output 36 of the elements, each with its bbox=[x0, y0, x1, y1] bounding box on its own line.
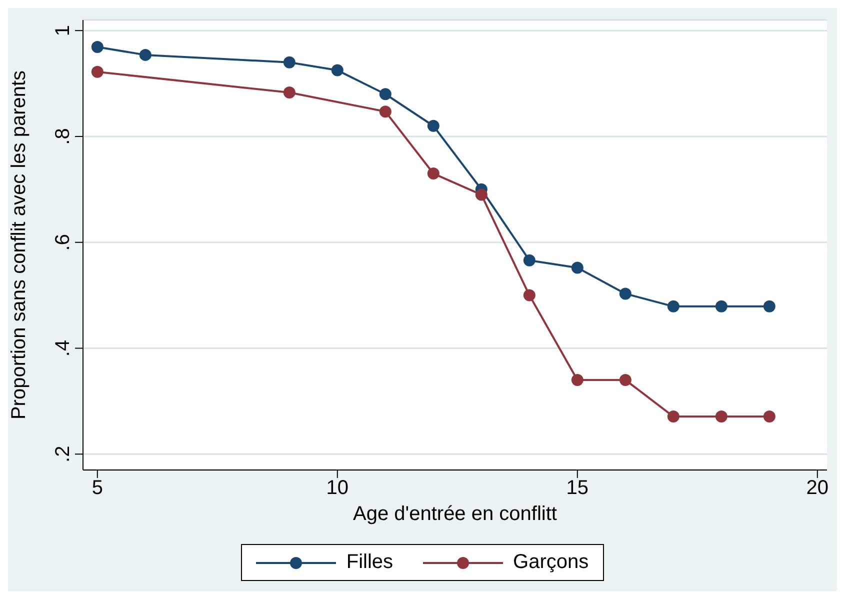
point bbox=[427, 168, 440, 180]
x-tick-label: 5 bbox=[92, 477, 103, 500]
y-tick-label: .4 bbox=[52, 340, 74, 357]
legend-label: Filles bbox=[345, 551, 394, 574]
y-tick-label: .6 bbox=[52, 234, 74, 251]
point bbox=[283, 56, 296, 68]
x-tick-label: 10 bbox=[326, 477, 349, 500]
point bbox=[715, 300, 728, 312]
point bbox=[619, 288, 632, 300]
point bbox=[379, 88, 392, 100]
point bbox=[283, 86, 296, 99]
point bbox=[715, 410, 728, 423]
x-tick-label: 15 bbox=[566, 477, 589, 500]
point bbox=[763, 410, 776, 423]
y-tick-label: .2 bbox=[52, 446, 74, 462]
y-axis-title: Proportion sans conflit avec les parents bbox=[8, 70, 30, 420]
point bbox=[667, 300, 680, 312]
point bbox=[475, 188, 488, 201]
point bbox=[763, 300, 776, 312]
point bbox=[91, 41, 104, 53]
point bbox=[523, 254, 536, 266]
y-tick-label: 1 bbox=[52, 25, 74, 36]
y-tick-label: .8 bbox=[52, 128, 74, 145]
point bbox=[331, 64, 344, 76]
point bbox=[427, 120, 440, 132]
point bbox=[91, 66, 104, 78]
x-axis-title: Age d'entrée en conflitt bbox=[353, 503, 558, 526]
point bbox=[379, 106, 392, 118]
legend-label: Garçons bbox=[512, 551, 589, 574]
point bbox=[619, 374, 632, 386]
point bbox=[571, 374, 584, 386]
x-tick-label: 20 bbox=[806, 477, 829, 500]
point bbox=[571, 262, 584, 274]
point bbox=[667, 410, 680, 423]
point bbox=[139, 48, 152, 61]
point bbox=[523, 289, 536, 302]
